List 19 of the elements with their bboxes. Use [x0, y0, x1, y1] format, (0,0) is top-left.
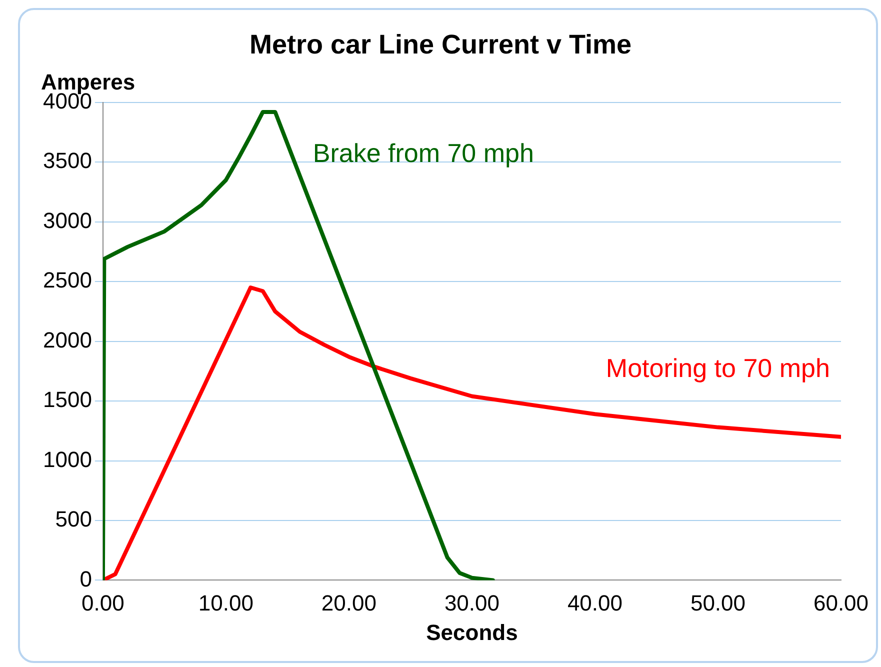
- series-label: Motoring to 70 mph: [606, 353, 830, 384]
- y-tick-label: 0: [80, 566, 92, 592]
- y-tick-label: 1500: [42, 387, 92, 412]
- y-tick-label: 3500: [42, 148, 92, 174]
- y-tick-label: 3000: [42, 208, 92, 233]
- x-tick-label: 10.00: [198, 590, 254, 616]
- x-tick-label: 40.00: [567, 590, 623, 616]
- y-tick-label: 500: [55, 506, 92, 532]
- y-tick-label: 1000: [42, 446, 92, 472]
- x-tick-label: 50.00: [690, 590, 746, 616]
- x-tick-label: 60.00: [813, 590, 869, 616]
- x-tick-label: 20.00: [321, 590, 376, 616]
- x-tick-label: 30.00: [444, 590, 500, 616]
- x-tick-label: 0.00: [82, 590, 124, 616]
- y-tick-label: 2000: [42, 327, 92, 352]
- y-tick-label: 2500: [42, 268, 92, 293]
- series-label: Brake from 70 mph: [312, 138, 534, 168]
- x-axis-title: Seconds: [426, 620, 518, 645]
- chart-title: Metro car Line Current v Time: [249, 30, 632, 60]
